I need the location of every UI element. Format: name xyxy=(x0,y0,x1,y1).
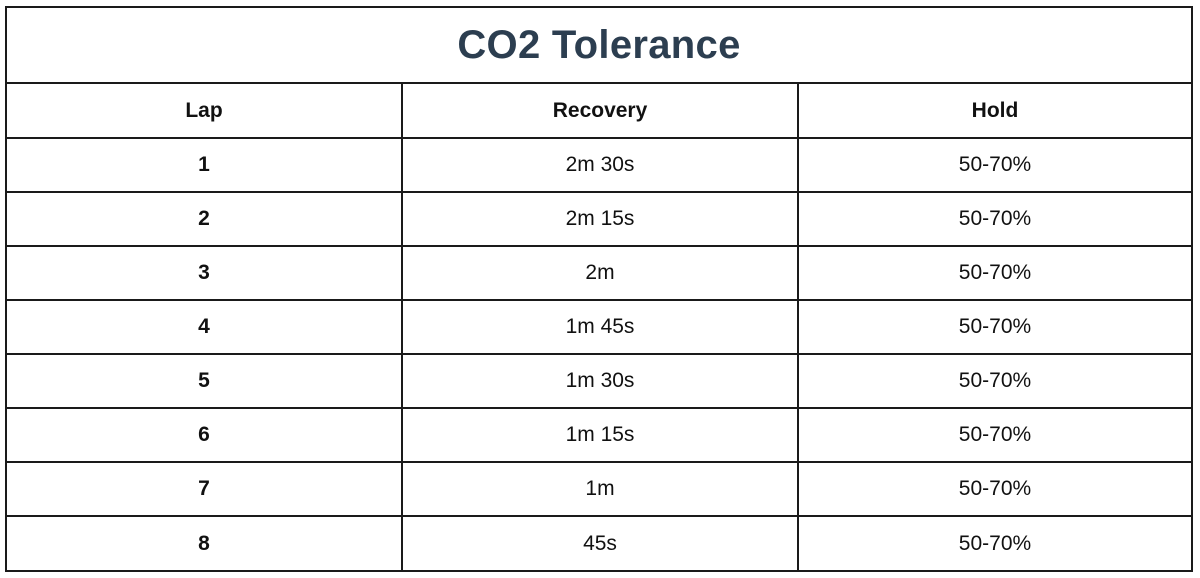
table-row: 8 45s 50-70% xyxy=(7,515,1191,570)
lap-cell: 3 xyxy=(7,245,402,300)
lap-cell: 4 xyxy=(7,299,402,354)
column-header-recovery: Recovery xyxy=(401,84,798,138)
recovery-cell: 2m xyxy=(401,245,798,300)
header-row: Lap Recovery Hold xyxy=(7,84,1191,138)
lap-cell: 6 xyxy=(7,407,402,462)
hold-cell: 50-70% xyxy=(797,245,1191,300)
column-header-hold: Hold xyxy=(797,84,1191,138)
recovery-cell: 2m 30s xyxy=(401,137,798,192)
recovery-cell: 1m 30s xyxy=(401,353,798,408)
table-row: 2 2m 15s 50-70% xyxy=(7,191,1191,246)
table-row: 5 1m 30s 50-70% xyxy=(7,353,1191,408)
table-row: 4 1m 45s 50-70% xyxy=(7,299,1191,354)
hold-cell: 50-70% xyxy=(797,299,1191,354)
hold-cell: 50-70% xyxy=(797,191,1191,246)
co2-tolerance-table: Lap Recovery Hold 1 2m 30s 50-70% 2 2m 1… xyxy=(7,84,1191,570)
hold-cell: 50-70% xyxy=(797,407,1191,462)
recovery-cell: 1m 45s xyxy=(401,299,798,354)
recovery-cell: 1m xyxy=(401,461,798,516)
lap-cell: 1 xyxy=(7,137,402,192)
column-header-lap: Lap xyxy=(185,98,223,122)
recovery-cell: 1m 15s xyxy=(401,407,798,462)
table-row: 7 1m 50-70% xyxy=(7,461,1191,516)
lap-cell: 5 xyxy=(7,353,402,408)
lap-cell: 8 xyxy=(7,515,402,570)
table-row: 1 2m 30s 50-70% xyxy=(7,137,1191,192)
table-title: CO2 Tolerance xyxy=(457,22,741,67)
table-row: 6 1m 15s 50-70% xyxy=(7,407,1191,462)
recovery-cell: 45s xyxy=(401,515,798,570)
title-row: CO2 Tolerance xyxy=(7,8,1191,84)
hold-cell: 50-70% xyxy=(797,515,1191,570)
hold-cell: 50-70% xyxy=(797,137,1191,192)
co2-tolerance-table-frame: CO2 Tolerance Lap Recovery Hold 1 2m 30s… xyxy=(5,6,1193,572)
hold-cell: 50-70% xyxy=(797,461,1191,516)
lap-cell: 2 xyxy=(7,191,402,246)
recovery-cell: 2m 15s xyxy=(401,191,798,246)
lap-cell: 7 xyxy=(7,461,402,516)
hold-cell: 50-70% xyxy=(797,353,1191,408)
table-row: 3 2m 50-70% xyxy=(7,245,1191,300)
